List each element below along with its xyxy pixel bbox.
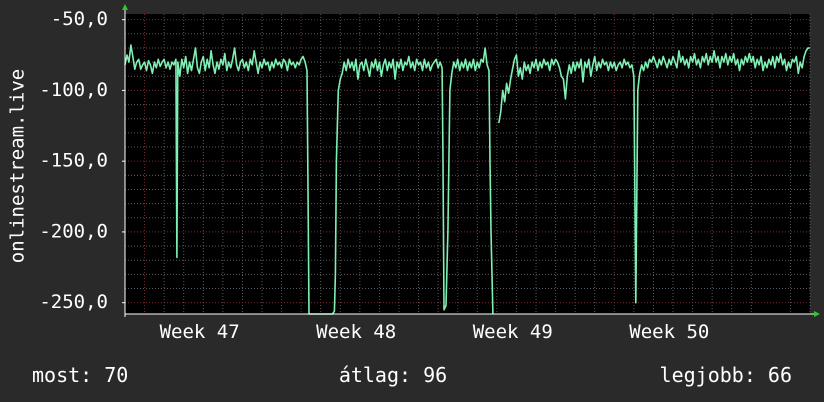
x-tick-label: Week 49	[473, 321, 553, 343]
minor-grid	[124, 14, 811, 314]
x-tick-label: Week 47	[160, 321, 240, 343]
major-grid	[125, 14, 810, 314]
x-tick-label: Week 50	[629, 321, 709, 343]
x-tick-labels: Week 47 Week 48 Week 49 Week 50	[160, 321, 710, 343]
y-axis-arrow	[122, 4, 128, 10]
stat-average: átlag: 96	[339, 363, 447, 387]
y-tick-label: -50,0	[51, 8, 108, 30]
y-tick-labels: -50,0 -100,0 -150,0 -200,0 -250,0	[39, 8, 108, 313]
y-tick-label: -150,0	[39, 150, 108, 172]
y-axis-label: onlinestream.live	[7, 69, 29, 263]
y-tick-label: -200,0	[39, 220, 108, 242]
x-axis-arrow	[814, 311, 820, 317]
stat-current: most: 70	[32, 363, 128, 387]
series-line-2	[498, 47, 810, 304]
series-line-1	[124, 44, 494, 315]
y-tick-label: -250,0	[39, 291, 108, 313]
y-tick-label: -100,0	[39, 79, 108, 101]
x-tick-label: Week 48	[316, 321, 396, 343]
stat-best: legjobb: 66	[660, 363, 792, 387]
axes	[122, 4, 820, 317]
series-layer	[124, 44, 810, 315]
